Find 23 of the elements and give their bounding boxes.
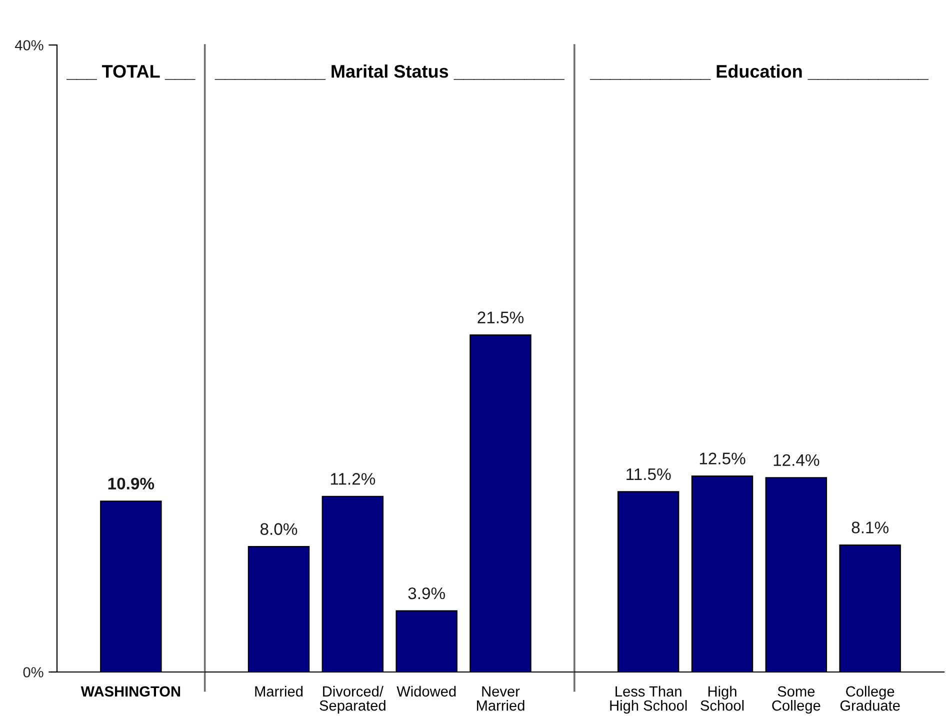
y-tick-label: 0%	[23, 667, 44, 678]
x-tick-label: Divorced/ Separated	[320, 686, 386, 714]
data-label: 11.2%	[330, 473, 376, 485]
x-tick-label: Less Than High School	[610, 686, 687, 714]
data-label: 12.4%	[774, 454, 820, 466]
x-tick-label: Widowed	[396, 686, 456, 697]
x-tick-label: High School	[700, 686, 744, 711]
data-label: 8.0%	[260, 523, 298, 535]
y-tick-label: 40%	[14, 40, 44, 50]
text: ___ TOTAL ___	[66, 64, 196, 80]
data-label: 21.5%	[478, 312, 524, 324]
text: ___________ Marital Status ___________	[214, 64, 564, 80]
data-label: 3.9%	[408, 587, 445, 600]
x-tick-label: Some College	[772, 686, 820, 714]
x-tick-label: Never Married	[476, 686, 524, 711]
data-label: 11.5%	[626, 468, 671, 480]
data-label: 10.9%	[108, 478, 154, 490]
data-label: 12.5%	[700, 452, 746, 464]
x-tick-label: Married	[255, 686, 303, 697]
x-tick-label: WASHINGTON	[80, 686, 180, 697]
x-tick-label: College Graduate	[840, 686, 900, 711]
text: ____________ Education ____________	[590, 64, 929, 80]
data-label: 8.1%	[852, 522, 888, 534]
